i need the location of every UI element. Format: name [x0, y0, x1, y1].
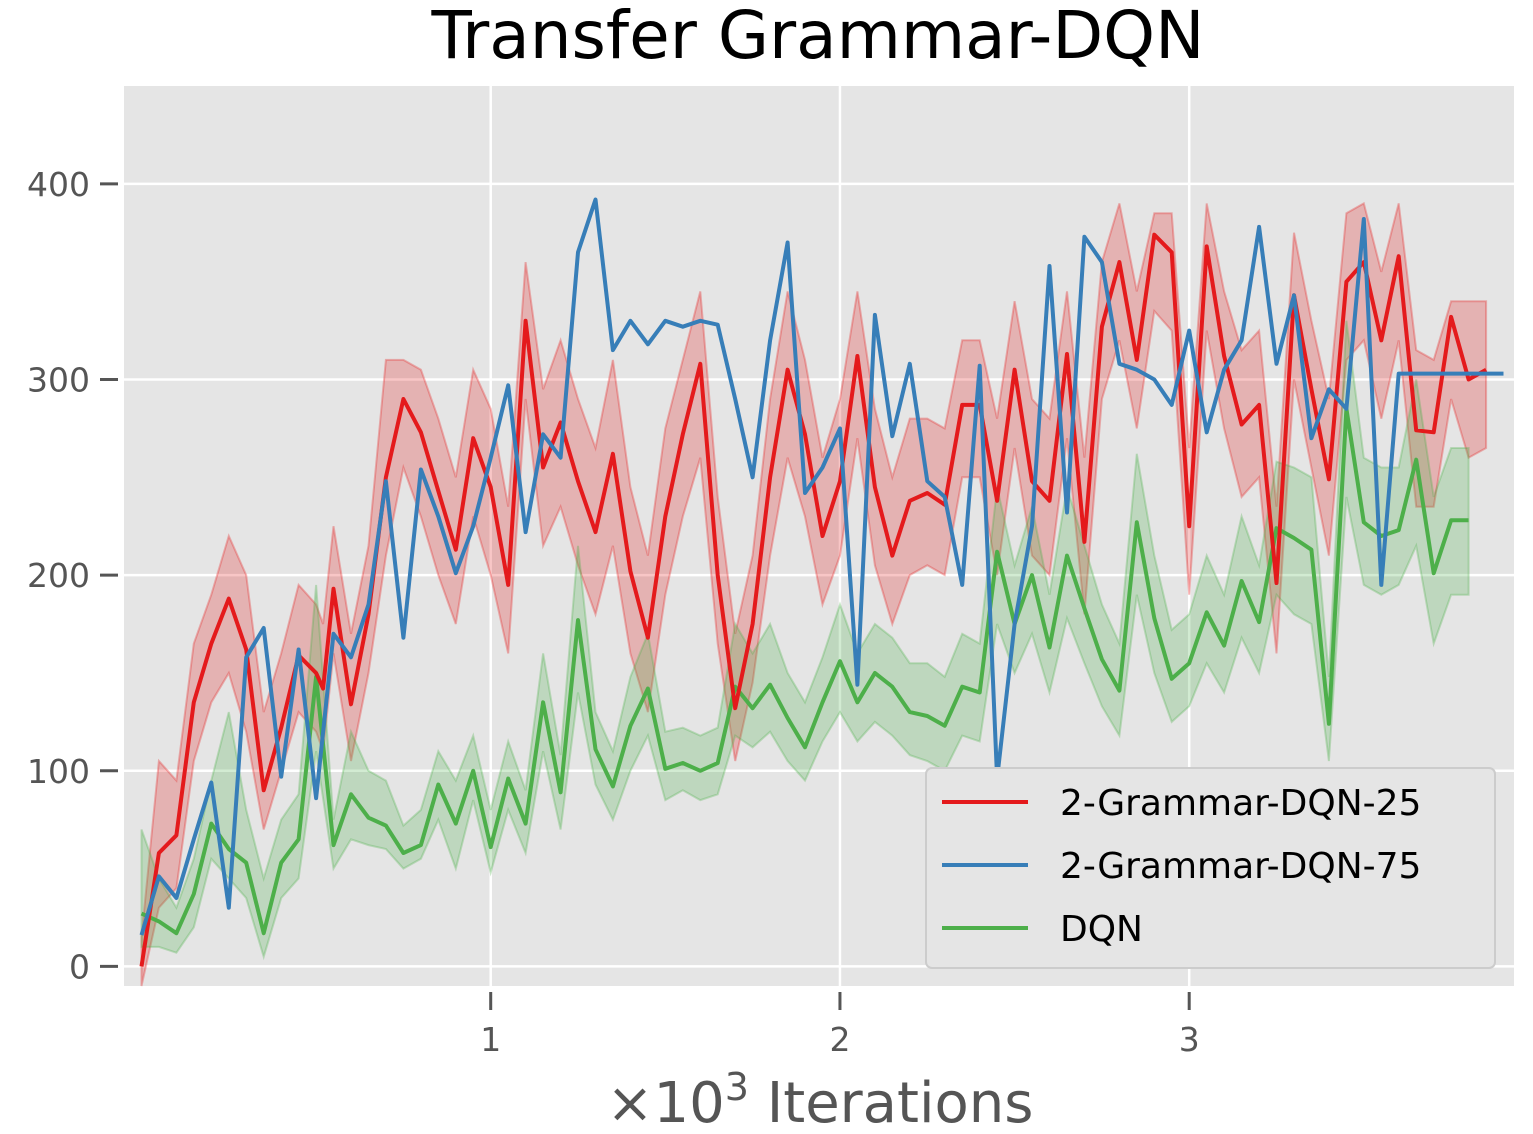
y-tick-label: 0: [69, 947, 90, 986]
x-axis: 1 2 3: [480, 992, 1200, 1059]
series-band-3: [140, 320, 1470, 961]
confidence-bands: [140, 201, 1488, 987]
series-line-3: [140, 406, 1469, 936]
y-tick-label: 300: [27, 360, 90, 399]
y-tick-label: 200: [27, 556, 90, 595]
legend-box: [925, 767, 1496, 969]
legend-label-3: DQN: [1060, 909, 1143, 950]
series-line-1: [139, 232, 1488, 967]
y-tick-label: 400: [27, 165, 90, 204]
y-tick-label: 100: [27, 752, 90, 791]
series-band-1: [140, 201, 1488, 987]
y-axis: 0 100 200 300 400: [27, 165, 118, 986]
chart-title: Transfer Grammar-DQN: [431, 0, 1205, 74]
x-tick-label: 2: [829, 1020, 850, 1059]
x-axis-label-suffix: Iterations: [749, 1071, 1034, 1134]
x-axis-label-prefix: ×10: [607, 1071, 725, 1134]
series-lines: [139, 197, 1504, 967]
x-tick-label: 3: [1179, 1020, 1200, 1059]
legend-label-1: 2-Grammar-DQN-25: [1060, 783, 1421, 824]
x-axis-label: ×103 Iterations: [607, 1065, 1034, 1134]
x-tick-label: 1: [480, 1020, 501, 1059]
series-line-2: [139, 197, 1504, 936]
legend-label-2: 2-Grammar-DQN-75: [1060, 846, 1421, 887]
legend: 2-Grammar-DQN-25 2-Grammar-DQN-75 DQN: [925, 767, 1496, 969]
x-axis-label-exponent: 3: [725, 1065, 749, 1109]
grid: [124, 86, 1514, 986]
